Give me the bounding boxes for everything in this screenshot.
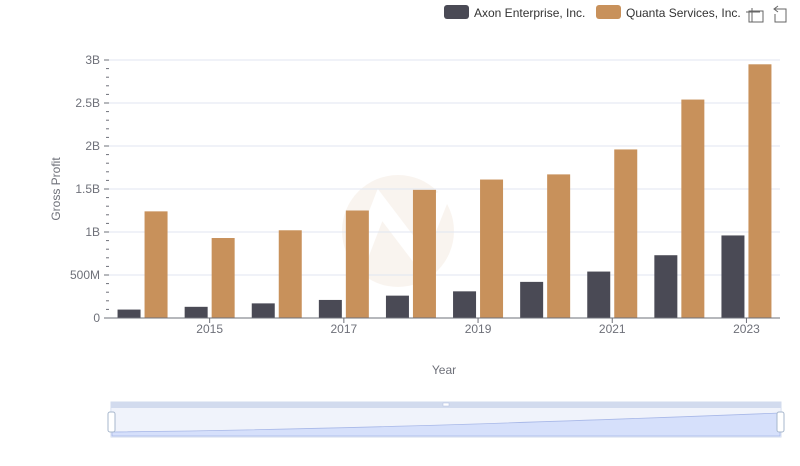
- x-tick-label: 2019: [465, 322, 492, 336]
- y-axis-title: Gross Profit: [49, 157, 63, 221]
- zoom-icon[interactable]: [746, 8, 764, 23]
- y-tick-label: 3B: [85, 53, 100, 67]
- slider-handle-left[interactable]: [107, 411, 116, 433]
- bar-quanta-2016[interactable]: [278, 230, 302, 318]
- y-tick-label: 500M: [70, 268, 100, 282]
- legend-swatch-quanta[interactable]: [596, 5, 621, 19]
- bar-quanta-2014[interactable]: [144, 211, 168, 318]
- bar-axon-2023[interactable]: [721, 235, 745, 318]
- legend-swatch-axon[interactable]: [444, 5, 469, 19]
- bar-quanta-2017[interactable]: [345, 210, 369, 319]
- slider-handle-right[interactable]: [776, 411, 785, 433]
- y-minor-ticks: [104, 59, 109, 319]
- bar-axon-2022[interactable]: [654, 255, 678, 318]
- y-tick-label: 2.5B: [75, 96, 100, 110]
- legend[interactable]: Axon Enterprise, Inc. Quanta Services, I…: [444, 5, 741, 20]
- y-tick-label: 2B: [85, 139, 100, 153]
- bar-quanta-2020[interactable]: [547, 174, 571, 318]
- slider-data-shadow: [111, 412, 781, 437]
- bar-axon-2014[interactable]: [117, 309, 141, 318]
- bar-axon-2017[interactable]: [318, 299, 342, 318]
- bar-axon-2018[interactable]: [385, 295, 409, 318]
- bar-quanta-2022[interactable]: [681, 99, 705, 318]
- legend-label-axon[interactable]: Axon Enterprise, Inc.: [474, 6, 585, 20]
- y-tick-label: 1.5B: [75, 182, 100, 196]
- bar-quanta-2023[interactable]: [748, 64, 772, 318]
- restore-icon[interactable]: [773, 5, 787, 23]
- bar-quanta-2018[interactable]: [412, 189, 436, 318]
- slider-move-handle-grip[interactable]: [442, 402, 450, 407]
- x-axis-ticks: [209, 318, 747, 323]
- bars: [117, 64, 772, 319]
- bar-axon-2016[interactable]: [251, 303, 275, 318]
- bar-axon-2020[interactable]: [520, 281, 544, 318]
- bar-axon-2021[interactable]: [587, 271, 611, 318]
- bar-quanta-2021[interactable]: [614, 149, 638, 318]
- bar-quanta-2015[interactable]: [211, 238, 235, 318]
- x-axis-labels: 2015 2017 2019 2021 2023: [196, 322, 760, 336]
- bar-axon-2015[interactable]: [184, 306, 208, 318]
- x-tick-label: 2023: [733, 322, 760, 336]
- bar-quanta-2019[interactable]: [480, 179, 504, 318]
- y-axis-labels: 0 500M 1B 1.5B 2B 2.5B 3B: [70, 53, 100, 325]
- x-axis-title: Year: [432, 363, 456, 377]
- data-zoom-slider[interactable]: [107, 401, 785, 438]
- x-tick-label: 2021: [599, 322, 626, 336]
- legend-label-quanta[interactable]: Quanta Services, Inc.: [626, 6, 741, 20]
- y-tick-label: 1B: [85, 225, 100, 239]
- y-tick-label: 0: [93, 311, 100, 325]
- bar-axon-2019[interactable]: [453, 291, 477, 318]
- x-tick-label: 2015: [196, 322, 223, 336]
- x-tick-label: 2017: [330, 322, 357, 336]
